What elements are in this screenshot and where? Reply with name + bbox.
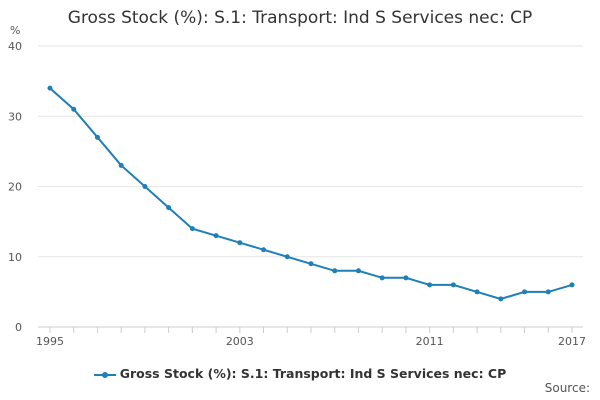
data-point [237, 240, 243, 246]
y-tick-label: 10 [8, 251, 22, 264]
y-tick-label: 30 [8, 110, 22, 123]
legend-line-marker-icon [93, 370, 116, 380]
y-tick-label: 0 [15, 321, 22, 334]
data-point [118, 162, 124, 168]
x-tick-label: 2003 [226, 335, 254, 348]
data-point [308, 261, 314, 267]
y-axis-label: % [10, 24, 20, 37]
chart-title: Gross Stock (%): S.1: Transport: Ind S S… [67, 8, 533, 28]
legend-label: Gross Stock (%): S.1: Transport: Ind S S… [119, 366, 507, 381]
data-point [474, 289, 480, 295]
data-point [545, 289, 551, 295]
data-point [498, 296, 504, 302]
data-point [427, 282, 433, 288]
data-point [569, 282, 575, 288]
data-point [94, 134, 100, 140]
data-point [522, 289, 528, 295]
data-point [284, 254, 290, 260]
data-point [213, 233, 219, 239]
data-point [71, 106, 77, 112]
data-point [47, 85, 53, 91]
data-point [450, 282, 456, 288]
data-point [332, 268, 338, 274]
source-label: Source: [544, 381, 590, 395]
x-tick-label: 2017 [558, 335, 586, 348]
legend[interactable]: Gross Stock (%): S.1: Transport: Ind S S… [0, 366, 600, 381]
data-point [189, 226, 195, 232]
data-point [403, 275, 409, 281]
data-point [142, 184, 148, 189]
data-point [261, 247, 267, 253]
y-tick-label: 40 [8, 40, 22, 53]
y-tick-label: 20 [8, 181, 22, 194]
series-line [49, 87, 573, 300]
x-tick-label: 1995 [36, 335, 64, 348]
x-tick-label: 2011 [416, 335, 444, 348]
data-point [355, 268, 361, 274]
data-point [166, 205, 172, 211]
data-point [379, 275, 385, 281]
